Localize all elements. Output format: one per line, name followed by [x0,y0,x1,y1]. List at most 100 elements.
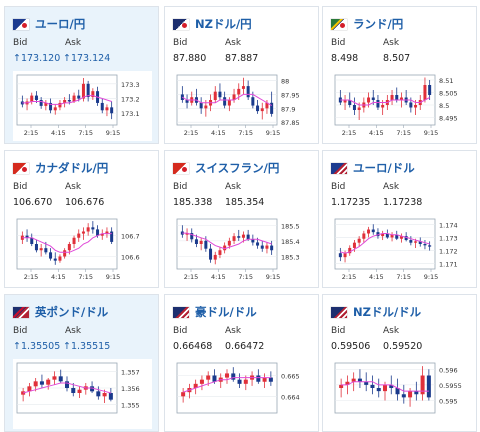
candle-body [395,234,399,239]
card-header[interactable]: 豪ドル/ドル [173,304,257,320]
candle-body [232,94,236,100]
bid-label: Bid [331,38,346,48]
candle-body [227,240,231,246]
candle-body [199,379,204,384]
candle-body [232,236,236,241]
rate-card-eur-jpy[interactable]: ユーロ/円 Bid Ask ↑173.120 ↑173.124 173.3 173.2… [4,6,159,144]
price-chart[interactable]: 173.3 173.2 173.1 2:15 4:15 7:15 9:15 [13,71,152,141]
rate-card-gbp-usd[interactable]: 英ポンド/ドル Bid Ask ↑1.35505 ↑1.35515 1.357 1.3… [4,294,159,432]
rate-card-nzd-jpy[interactable]: NZドル/円 Bid Ask 87.880 87.887 88 87.95 87.9 87… [164,6,319,144]
price-chart[interactable]: 0.596 0.5955 0.595 [331,359,470,429]
y-tick-label: 1.173 [439,234,458,242]
x-tick-label: 4:15 [211,129,226,137]
y-tick-label: 8.505 [439,90,458,98]
pair-name[interactable]: 豪ドル/ドル [195,305,257,319]
rate-card-nzd-usd[interactable]: NZドル/ドル Bid Ask 0.59506 0.59520 0.596 0.595… [322,294,477,432]
candle-body [409,240,413,243]
card-header[interactable]: NZドル/ドル [331,304,421,320]
x-tick-label: 2:15 [342,273,357,281]
y-tick-label: 1.355 [121,402,140,410]
candle-body [206,375,211,380]
pair-name[interactable]: NZドル/ドル [353,305,422,319]
nzd-usd-flag-icon [331,306,347,318]
y-tick-label: 173.1 [121,110,140,118]
y-tick-label: 88 [281,78,289,86]
pair-name[interactable]: NZドル/円 [195,17,252,31]
card-header[interactable]: スイスフラン/円 [173,160,279,176]
candle-body [364,381,369,385]
candle-body [185,233,189,235]
card-header[interactable]: NZドル/円 [173,16,252,32]
price-chart[interactable]: 0.665 0.664 [173,359,312,429]
candle-body [351,378,356,382]
rate-card-eur-usd[interactable]: ユーロ/ドル Bid Ask 1.17235 1.17238 1.174 1.173 1… [322,150,477,288]
price-chart[interactable]: 88 87.95 87.9 87.85 2:15 4:15 7:15 9:15 [173,71,312,141]
moving-average-line [22,233,112,253]
pair-name[interactable]: スイスフラン/円 [195,161,280,175]
card-header[interactable]: 英ポンド/ドル [13,304,108,320]
rate-card-cad-jpy[interactable]: カナダドル/円 Bid Ask 106.670 106.676 106.7 106.6… [4,150,159,288]
y-tick-label: 8.51 [439,77,453,85]
candle-body [338,253,342,258]
candle-body [409,102,413,108]
candlestick-chart: 88 87.95 87.9 87.85 2:15 4:15 7:15 9:15 [173,71,312,141]
pair-name[interactable]: 英ポンド/ドル [35,305,109,319]
price-chart[interactable]: 8.51 8.505 8.5 8.495 2:15 4:15 7:15 9:15 [331,71,470,141]
candle-body [86,227,90,232]
y-tick-label: 0.664 [281,393,300,401]
pair-name[interactable]: ランド/円 [353,17,404,31]
candle-body [105,231,109,234]
candle-body [199,102,203,109]
price-chart[interactable]: 106.7 106.6 2:15 4:15 7:15 9:15 [13,215,152,285]
ask-value: 185.354 [225,197,265,208]
price-chart[interactable]: 1.357 1.356 1.355 [13,359,152,429]
card-header[interactable]: ユーロ/円 [13,16,85,32]
candle-body [199,240,203,244]
candle-body [190,233,194,240]
candle-body [110,231,114,242]
x-tick-label: 9:15 [424,273,439,281]
y-tick-label: 1.174 [439,221,458,229]
candle-body [401,394,406,398]
candle-body [408,391,413,398]
candle-body [231,373,236,380]
x-tick-label: 9:15 [266,273,281,281]
candle-body [218,250,222,255]
bid-label: Bid [13,326,28,336]
cad-jpy-flag-icon [13,162,29,174]
candle-body [67,244,71,251]
candle-body [209,248,213,260]
candle-body [260,245,264,249]
moving-average-line [182,232,272,250]
rate-card-zar-jpy[interactable]: ランド/円 Bid Ask 8.498 8.507 8.51 8.505 8.5 8.49… [322,6,477,144]
candle-body [246,234,250,240]
candlestick-chart: 173.3 173.2 173.1 2:15 4:15 7:15 9:15 [13,71,152,141]
x-tick-label: 4:15 [369,273,384,281]
pair-name[interactable]: ユーロ/円 [35,17,86,31]
price-chart[interactable]: 1.174 1.173 1.172 1.171 2:15 4:15 7:15 9:15 [331,215,470,285]
candle-body [418,241,422,244]
rate-card-chf-jpy[interactable]: スイスフラン/円 Bid Ask 185.338 185.354 185.5 185.… [164,150,319,288]
candle-body [52,376,57,380]
eur-usd-flag-icon [331,162,347,174]
plot-frame [16,218,118,270]
candlestick-chart: 8.51 8.505 8.5 8.495 2:15 4:15 7:15 9:15 [331,71,470,141]
candle-body [399,236,403,239]
candle-body [218,91,222,98]
candle-body [376,388,381,392]
bid-value: 106.670 [13,197,53,208]
candle-body [404,236,408,241]
pair-name[interactable]: ユーロ/ドル [353,161,415,175]
card-header[interactable]: ユーロ/ドル [331,160,415,176]
candle-body [30,237,34,244]
rate-card-aud-usd[interactable]: 豪ドル/ドル Bid Ask 0.66468 0.66472 0.665 0.664 [164,294,319,432]
card-header[interactable]: ランド/円 [331,16,403,32]
candle-body [86,83,90,98]
ask-label: Ask [65,326,82,336]
pair-name[interactable]: カナダドル/円 [35,161,109,175]
card-header[interactable]: カナダドル/円 [13,160,108,176]
candle-body [390,95,394,100]
candle-body [367,97,371,103]
y-tick-label: 185.4 [281,238,300,246]
price-chart[interactable]: 185.5 185.4 185.3 2:15 4:15 7:15 9:15 [173,215,312,285]
